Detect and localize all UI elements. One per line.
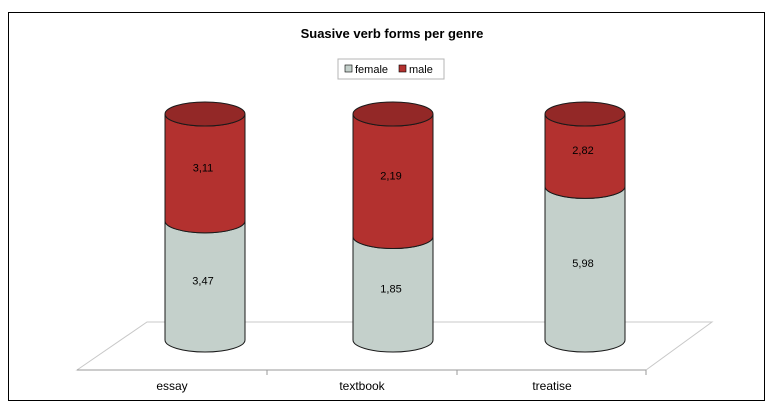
- data-label-male-treatise: 2,82: [572, 145, 593, 157]
- chart-legend: female male: [337, 58, 445, 80]
- legend-swatch-female: [344, 64, 353, 73]
- x-tick-label-textbook: textbook: [339, 379, 385, 393]
- chart-title: Suasive verb forms per genre: [301, 26, 484, 41]
- data-label-female-treatise: 5,98: [572, 258, 593, 270]
- bar-top-cap-textbook: [352, 101, 434, 127]
- legend-label-female: female: [355, 64, 388, 76]
- legend-swatch-male: [398, 64, 407, 73]
- data-label-female-textbook: 1,85: [380, 283, 401, 295]
- data-label-male-essay: 3,11: [193, 162, 214, 174]
- bar-top-cap-treatise: [544, 101, 626, 127]
- legend-box: [337, 58, 445, 80]
- legend-label-male: male: [409, 64, 433, 76]
- bars-layer: 3,47 3,11 1,85 2,19 5,98 2,82: [164, 101, 626, 353]
- data-label-male-textbook: 2,19: [380, 170, 401, 182]
- x-tick-label-essay: essay: [156, 379, 187, 393]
- x-tick-label-treatise: treatise: [532, 379, 572, 393]
- data-label-female-essay: 3,47: [192, 275, 213, 287]
- bar-top-cap-essay: [164, 101, 246, 127]
